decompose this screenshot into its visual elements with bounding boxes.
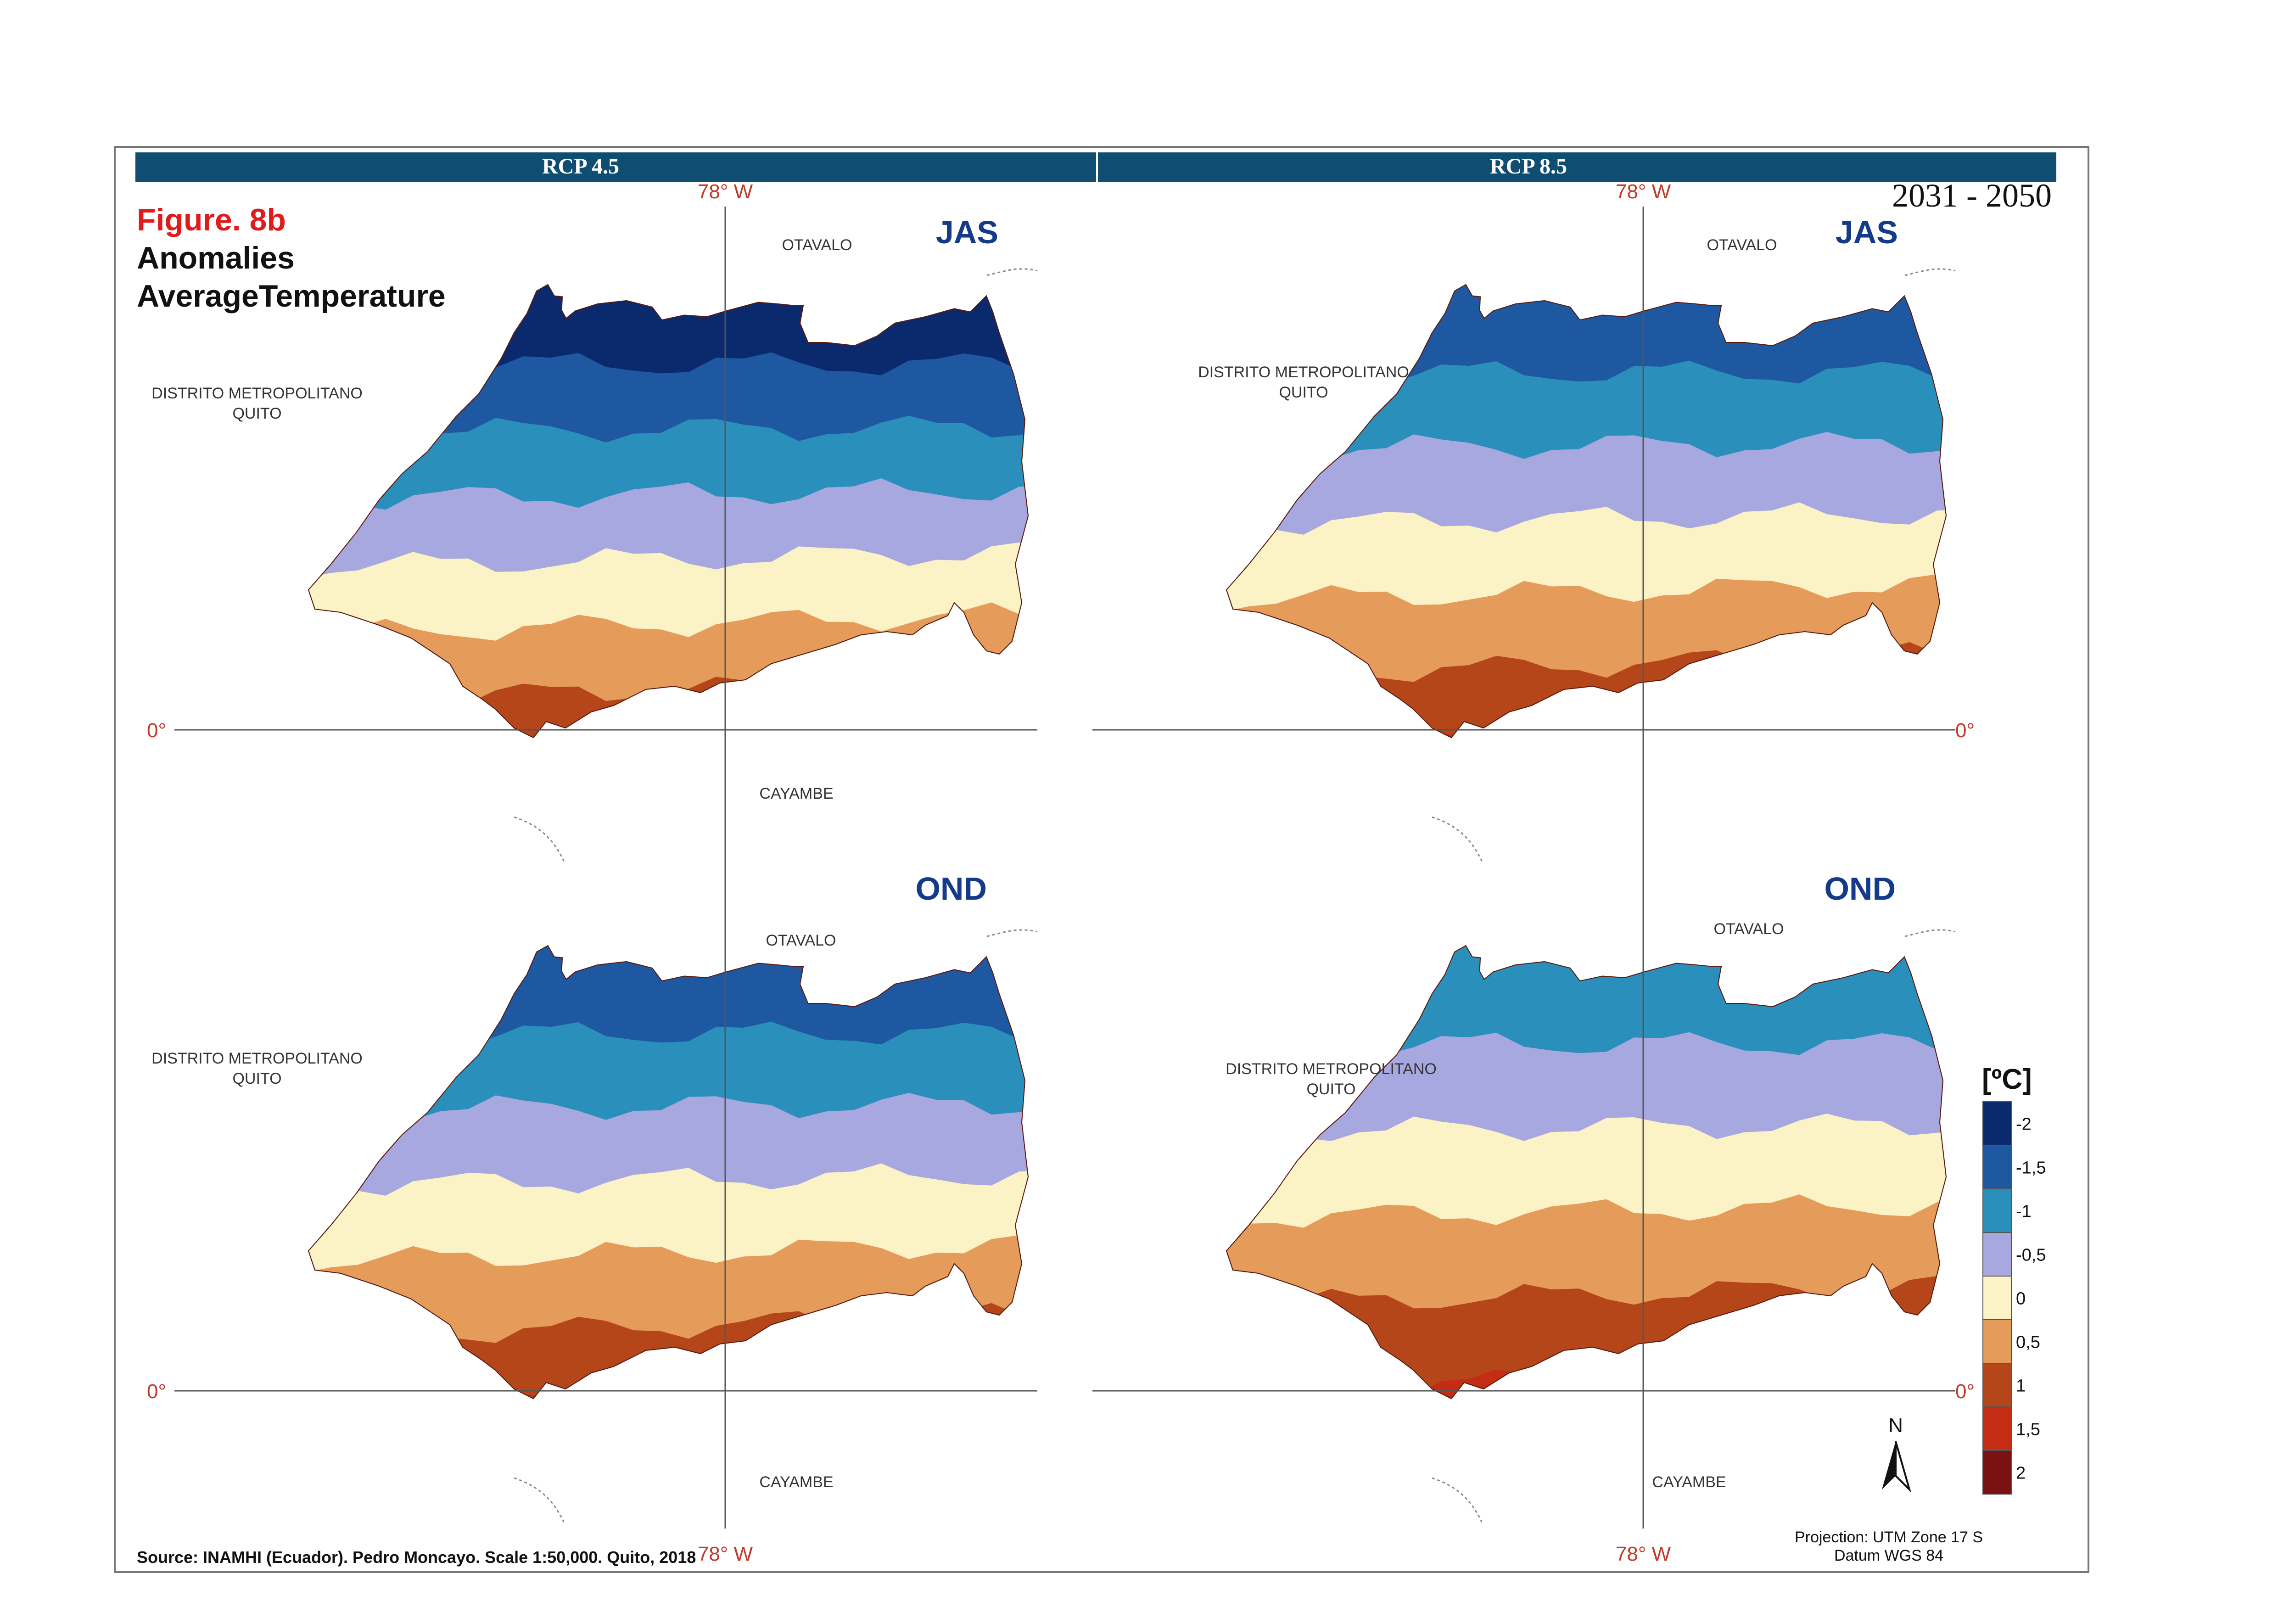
otavalo-label: OTAVALO: [1707, 236, 1777, 254]
boundary-line: [1904, 268, 1956, 276]
north-arrow: N: [1882, 1414, 1912, 1493]
boundary-line: [986, 268, 1038, 276]
legend-label: 1: [2016, 1377, 2026, 1396]
legend-label: -0,5: [2016, 1246, 2046, 1265]
map-panels: 0° 78° W OTAVALO DISTRITO METROPOLITANO QUIT…: [147, 180, 1975, 1565]
figure-subtitle-2: AverageTemperature: [137, 279, 446, 314]
map-panel-rcp45-ond: 0° 78° W: [147, 868, 1038, 1565]
cayambe-label: CAYAMBE: [759, 1473, 833, 1491]
map-frame: [114, 146, 2089, 1573]
period-label: 2031 - 2050: [1892, 177, 2052, 214]
meridian-label: 78° W: [698, 180, 753, 203]
boundary-line: [1432, 816, 1483, 863]
meridian-label: 78° W: [1616, 1543, 1671, 1565]
region-outline: [1226, 945, 1947, 1400]
legend-swatch: [1982, 1101, 2012, 1146]
rcp45-title: RCP 4.5: [542, 154, 619, 179]
band-neg1: [1226, 946, 1946, 1057]
quito-label-line1: DISTRITO METROPOLITANO: [151, 385, 363, 402]
quito-label-line1: DISTRITO METROPOLITANO: [1198, 364, 1409, 381]
north-arrow-right-icon: [1895, 1441, 1912, 1493]
projection-line-1: Projection: UTM Zone 17 S: [1795, 1529, 1983, 1546]
boundary-line: [1432, 1477, 1483, 1524]
map-panel-rcp85-ond: 0° 78° W: [1092, 868, 1975, 1565]
meridian-label: 78° W: [1616, 180, 1671, 203]
quito-label-line1: DISTRITO METROPOLITANO: [1226, 1060, 1437, 1078]
legend-swatch: [1982, 1188, 2012, 1233]
legend-swatch: [1982, 1145, 2012, 1189]
legend-swatch: [1982, 1276, 2012, 1320]
legend-label: 2: [2016, 1464, 2026, 1483]
quito-label-line2: QUITO: [232, 405, 281, 422]
otavalo-label: OTAVALO: [766, 932, 836, 949]
season-label-jas: JAS: [1836, 214, 1898, 250]
north-arrow-left-icon: [1882, 1441, 1896, 1490]
equator-label: 0°: [147, 1380, 166, 1403]
quito-label-line2: QUITO: [1279, 384, 1328, 401]
boundary-line: [514, 1477, 565, 1524]
region-outline: [308, 945, 1029, 1400]
rcp85-title: RCP 8.5: [1490, 154, 1567, 179]
cayambe-label: CAYAMBE: [759, 785, 833, 802]
otavalo-label: OTAVALO: [1713, 920, 1784, 938]
legend-swatch: [1982, 1232, 2012, 1277]
figure-label: Figure. 8b: [137, 202, 286, 237]
boundary-line: [986, 929, 1038, 937]
source-note: Source: INAMHI (Ecuador). Pedro Moncayo.…: [137, 1548, 696, 1567]
legend-swatch: [1982, 1319, 2012, 1364]
legend-label: -2: [2016, 1115, 2032, 1134]
north-label: N: [1888, 1414, 1903, 1437]
map-panel-rcp85-jas: 0° 78° W: [1092, 180, 1975, 868]
legend-label: 1,5: [2016, 1420, 2040, 1439]
quito-label-line2: QUITO: [1306, 1081, 1355, 1098]
boundary-line: [1904, 929, 1956, 937]
meridian-label: 78° W: [698, 1543, 753, 1565]
season-label-ond: OND: [915, 871, 987, 907]
region-outline: [1226, 284, 1947, 739]
legend-label: -1,5: [2016, 1159, 2046, 1178]
legend-swatch: [1982, 1406, 2012, 1451]
season-label-ond: OND: [1824, 871, 1896, 907]
quito-label-line2: QUITO: [232, 1070, 281, 1087]
equator-label: 0°: [147, 719, 166, 742]
legend-title: [ºC]: [1982, 1064, 2032, 1095]
legend: [ºC] -2 -1,5 -1 -0,5 0 0,5 1 1,5 2: [1982, 1064, 2046, 1495]
equator-label: 0°: [1955, 1380, 1975, 1403]
region-outline: [308, 284, 1029, 739]
legend-label: 0,5: [2016, 1333, 2040, 1352]
legend-label: -1: [2016, 1202, 2032, 1221]
legend-label: 0: [2016, 1289, 2026, 1309]
anomaly-bands: [1226, 285, 1946, 738]
projection-line-2: Datum WGS 84: [1834, 1547, 1943, 1564]
otavalo-label: OTAVALO: [782, 236, 852, 254]
scenario-header-bar: [135, 152, 2056, 182]
figure-subtitle-1: Anomalies: [137, 241, 295, 275]
anomaly-bands: [308, 946, 1028, 1399]
anomaly-bands: [1226, 946, 1946, 1399]
season-label-jas: JAS: [936, 214, 998, 250]
equator-label: 0°: [1955, 719, 1975, 742]
cayambe-label: CAYAMBE: [1652, 1473, 1726, 1491]
boundary-line: [514, 816, 565, 863]
legend-swatch: [1982, 1363, 2012, 1407]
legend-swatch: [1982, 1450, 2012, 1495]
quito-label-line1: DISTRITO METROPOLITANO: [151, 1050, 363, 1067]
